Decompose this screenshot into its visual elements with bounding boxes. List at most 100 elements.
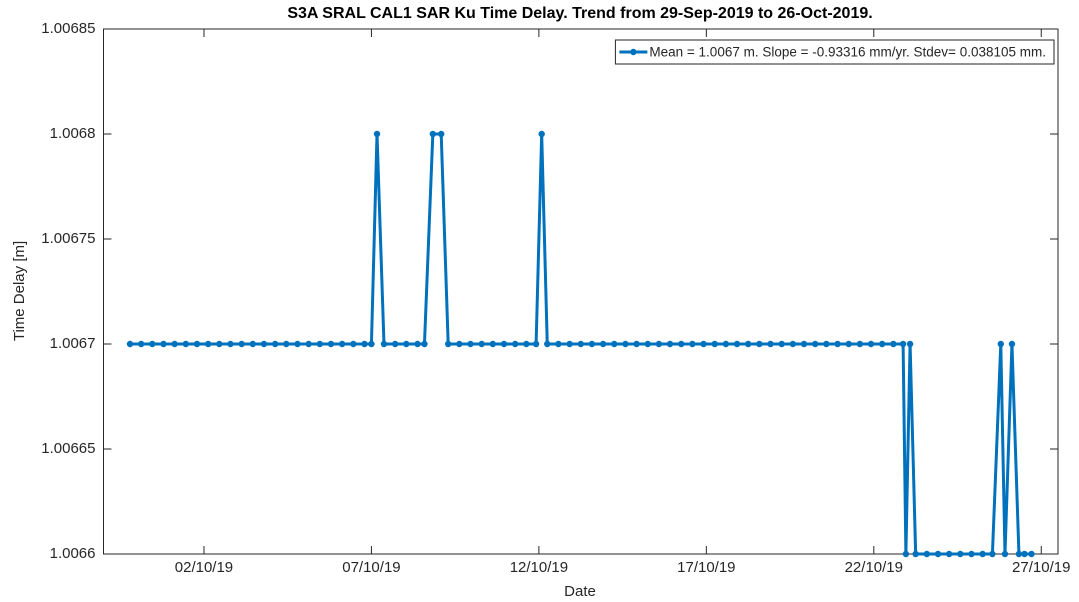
data-point <box>856 340 864 348</box>
data-point <box>1015 550 1023 558</box>
data-point <box>361 340 368 348</box>
data-point <box>577 340 584 348</box>
chart-title: S3A SRAL CAL1 SAR Ku Time Delay. Trend f… <box>287 5 872 22</box>
data-point <box>338 340 346 348</box>
data-point <box>689 340 696 348</box>
data-point <box>414 340 421 348</box>
data-point <box>294 340 301 348</box>
y-tick-label: 1.00665 <box>41 440 95 457</box>
data-point <box>327 340 335 348</box>
plot-area <box>103 28 1059 555</box>
data-point <box>478 340 485 348</box>
data-point <box>216 340 223 348</box>
data-point <box>149 340 156 348</box>
data-point <box>700 340 707 348</box>
data-point <box>906 340 914 348</box>
data-point <box>403 340 410 348</box>
data-point <box>756 340 763 348</box>
data-point <box>544 340 551 348</box>
data-point <box>622 340 629 348</box>
data-point <box>467 340 474 348</box>
data-point <box>137 340 145 348</box>
x-tick-label: 02/10/19 <box>175 559 233 576</box>
data-point <box>538 130 545 138</box>
data-point <box>456 340 463 348</box>
data-point <box>511 340 519 348</box>
x-tick-label: 12/10/19 <box>510 559 568 576</box>
data-point <box>945 550 953 558</box>
data-point <box>923 550 931 558</box>
data-point <box>489 340 497 348</box>
data-point <box>588 340 596 348</box>
data-point <box>800 340 808 348</box>
y-tick-label: 1.0066 <box>50 545 96 562</box>
data-point <box>182 340 190 348</box>
data-point <box>899 340 907 348</box>
data-point <box>711 340 718 348</box>
y-tick-label: 1.00675 <box>41 230 95 247</box>
data-point <box>902 550 910 558</box>
data-point <box>429 130 437 138</box>
data-point <box>160 340 167 348</box>
data-point <box>391 340 399 348</box>
y-tick-label: 1.0068 <box>50 125 96 142</box>
data-point <box>745 340 752 348</box>
data-point <box>438 130 445 138</box>
legend-marker <box>630 48 637 56</box>
data-point <box>979 550 986 558</box>
data-point <box>271 340 279 348</box>
data-point <box>368 340 375 348</box>
data-point <box>532 340 540 348</box>
data-point <box>678 340 685 348</box>
data-point <box>305 340 312 348</box>
x-tick-label: 17/10/19 <box>677 559 735 576</box>
legend-box <box>614 39 1055 65</box>
data-point <box>227 340 234 348</box>
data-point <box>1001 550 1009 558</box>
data-point <box>523 340 530 348</box>
data-point <box>126 340 134 348</box>
data-point <box>912 550 919 558</box>
data-point <box>1021 550 1028 558</box>
data-point <box>878 340 886 348</box>
data-point <box>1028 550 1035 558</box>
data-point <box>989 550 996 558</box>
data-point <box>193 340 201 348</box>
data-point <box>666 340 674 348</box>
data-point <box>373 130 381 138</box>
legend-label: Mean = 1.0067 m. Slope = -0.93316 mm/yr.… <box>649 45 1046 60</box>
data-point <box>204 340 212 348</box>
x-tick-label: 22/10/19 <box>845 559 903 576</box>
data-point <box>444 340 452 348</box>
data-point <box>249 340 257 348</box>
data-point <box>968 550 975 558</box>
data-point <box>500 340 508 348</box>
data-point <box>283 340 290 348</box>
x-tick-label: 27/10/19 <box>1012 559 1070 576</box>
data-point <box>555 340 562 348</box>
data-point <box>633 340 640 348</box>
data-point <box>238 340 245 348</box>
data-point <box>733 340 741 348</box>
data-point <box>566 340 573 348</box>
data-point <box>823 340 830 348</box>
data-point <box>767 340 774 348</box>
x-axis-label: Date <box>564 583 596 600</box>
data-point <box>811 340 819 348</box>
data-point <box>350 340 357 348</box>
data-point <box>789 340 797 348</box>
data-point <box>171 340 178 348</box>
data-point <box>655 340 663 348</box>
data-point <box>599 340 607 348</box>
data-point <box>890 340 897 348</box>
data-point <box>867 340 875 348</box>
data-point <box>845 340 852 348</box>
data-point <box>644 340 651 348</box>
data-point <box>934 550 942 558</box>
data-point <box>260 340 268 348</box>
y-tick-label: 1.0067 <box>50 335 96 352</box>
data-point <box>834 340 841 348</box>
data-point <box>380 340 388 348</box>
data-point <box>421 340 428 348</box>
